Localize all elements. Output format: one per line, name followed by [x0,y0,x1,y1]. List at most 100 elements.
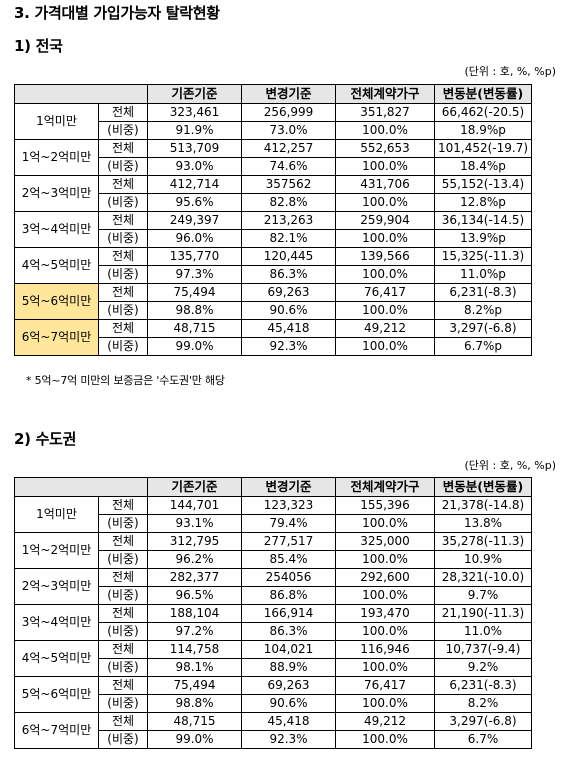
value-cell: 92.3% [241,730,336,749]
value-cell: 277,517 [241,532,336,551]
table-row: 3억~4억미만 전체 188,104 166,914 193,470 21,190(-11… [14,604,532,641]
value-cell: 104,021 [241,640,336,659]
value-cell: 3,297(-6.8) [434,712,532,731]
header-blank-cell [14,84,148,104]
value-cell: 100.0% [335,730,435,749]
value-cell: 100.0% [335,586,435,605]
row-type-label: (비중) [98,622,148,641]
column-header: 기존기준 [147,477,242,497]
table-row: 5억~6억미만 전체 75,494 69,263 76,417 6,231(-8.3) [14,676,532,713]
value-cell: 99.0% [147,337,242,356]
value-cell: 6,231(-8.3) [434,283,532,302]
table-row: (비중) 93.1% 79.4% 100.0% 13.8% [15,514,532,533]
table-row: (비중) 95.6% 82.8% 100.0% 12.8%p [15,193,532,212]
table-row: (비중) 96.0% 82.1% 100.0% 13.9%p [15,229,532,248]
row-type-label: 전체 [98,283,148,302]
value-cell: 100.0% [335,301,435,320]
column-header: 변경기준 [241,84,336,104]
value-cell: 116,946 [335,640,435,659]
price-range-label: 3억~4억미만 [14,604,99,641]
value-cell: 45,418 [241,712,336,731]
column-header: 변경기준 [241,477,336,497]
column-header: 전체계약가구 [335,477,435,497]
price-range-label: 4억~5억미만 [14,640,99,677]
value-cell: 91.9% [147,121,242,140]
value-cell: 98.1% [147,658,242,677]
section-heading-capital-area: 2) 수도권 [14,430,77,448]
row-type-label: (비중) [98,514,148,533]
unit-label-national: (단위 : 호, %, %p) [464,65,556,78]
value-cell: 431,706 [335,175,435,194]
value-cell: 351,827 [335,103,435,122]
section-heading-national: 1) 전국 [14,37,63,55]
value-cell: 21,378(-14.8) [434,496,532,515]
value-cell: 35,278(-11.3) [434,532,532,551]
value-cell: 73.0% [241,121,336,140]
value-cell: 93.1% [147,514,242,533]
row-type-label: 전체 [98,568,148,587]
value-cell: 21,190(-11.3) [434,604,532,623]
row-type-label: 전체 [98,319,148,338]
value-cell: 49,212 [335,712,435,731]
value-cell: 513,709 [147,139,242,158]
value-cell: 100.0% [335,337,435,356]
value-cell: 11.0% [434,622,532,641]
row-type-label: (비중) [98,301,148,320]
value-cell: 100.0% [335,157,435,176]
column-header: 기존기준 [147,84,242,104]
row-type-label: (비중) [98,586,148,605]
value-cell: 9.2% [434,658,532,677]
value-cell: 188,104 [147,604,242,623]
value-cell: 8.2%p [434,301,532,320]
value-cell: 249,397 [147,211,242,230]
table-row: 2억~3억미만 전체 282,377 254056 292,600 28,321(-10.… [14,568,532,605]
price-range-label: 1억미만 [14,496,99,533]
value-cell: 86.3% [241,622,336,641]
value-cell: 90.6% [241,301,336,320]
table-row: 3억~4억미만 전체 249,397 213,263 259,904 36,134(-14… [14,211,532,248]
column-header: 변동분(변동률) [434,84,532,104]
value-cell: 120,445 [241,247,336,266]
value-cell: 18.9%p [434,121,532,140]
value-cell: 96.5% [147,586,242,605]
footnote: * 5억~7억 미만의 보증금은 '수도권'만 해당 [26,374,225,387]
table-row: (비중) 98.1% 88.9% 100.0% 9.2% [15,658,532,677]
value-cell: 412,714 [147,175,242,194]
value-cell: 92.3% [241,337,336,356]
value-cell: 100.0% [335,550,435,569]
value-cell: 12.8%p [434,193,532,212]
value-cell: 135,770 [147,247,242,266]
value-cell: 28,321(-10.0) [434,568,532,587]
price-range-label: 6억~7억미만 [14,319,99,356]
row-type-label: (비중) [98,550,148,569]
value-cell: 193,470 [335,604,435,623]
price-range-label: 2억~3억미만 [14,175,99,212]
row-type-label: (비중) [98,121,148,140]
value-cell: 100.0% [335,658,435,677]
value-cell: 100.0% [335,265,435,284]
value-cell: 99.0% [147,730,242,749]
value-cell: 8.2% [434,694,532,713]
value-cell: 412,257 [241,139,336,158]
value-cell: 100.0% [335,121,435,140]
value-cell: 10,737(-9.4) [434,640,532,659]
value-cell: 75,494 [147,283,242,302]
table-national: 기존기준 변경기준 전체계약가구 변동분(변동률) 1억미만 전체 323,461 256,… [14,84,532,356]
row-type-label: 전체 [98,103,148,122]
row-type-label: 전체 [98,640,148,659]
value-cell: 10.9% [434,550,532,569]
value-cell: 552,653 [335,139,435,158]
table-row: 6억~7억미만 전체 48,715 45,418 49,212 3,297(-6.8) [14,712,532,749]
column-header: 변동분(변동률) [434,477,532,497]
value-cell: 155,396 [335,496,435,515]
price-range-label: 6억~7억미만 [14,712,99,749]
price-range-label: 5억~6억미만 [14,676,99,713]
table-row: 6억~7억미만 전체 48,715 45,418 49,212 3,297(-6.8) [14,319,532,356]
table-row: 4억~5억미만 전체 135,770 120,445 139,566 15,325(-11… [14,247,532,284]
value-cell: 254056 [241,568,336,587]
value-cell: 9.7% [434,586,532,605]
column-header: 전체계약가구 [335,84,435,104]
value-cell: 36,134(-14.5) [434,211,532,230]
value-cell: 100.0% [335,694,435,713]
value-cell: 48,715 [147,319,242,338]
